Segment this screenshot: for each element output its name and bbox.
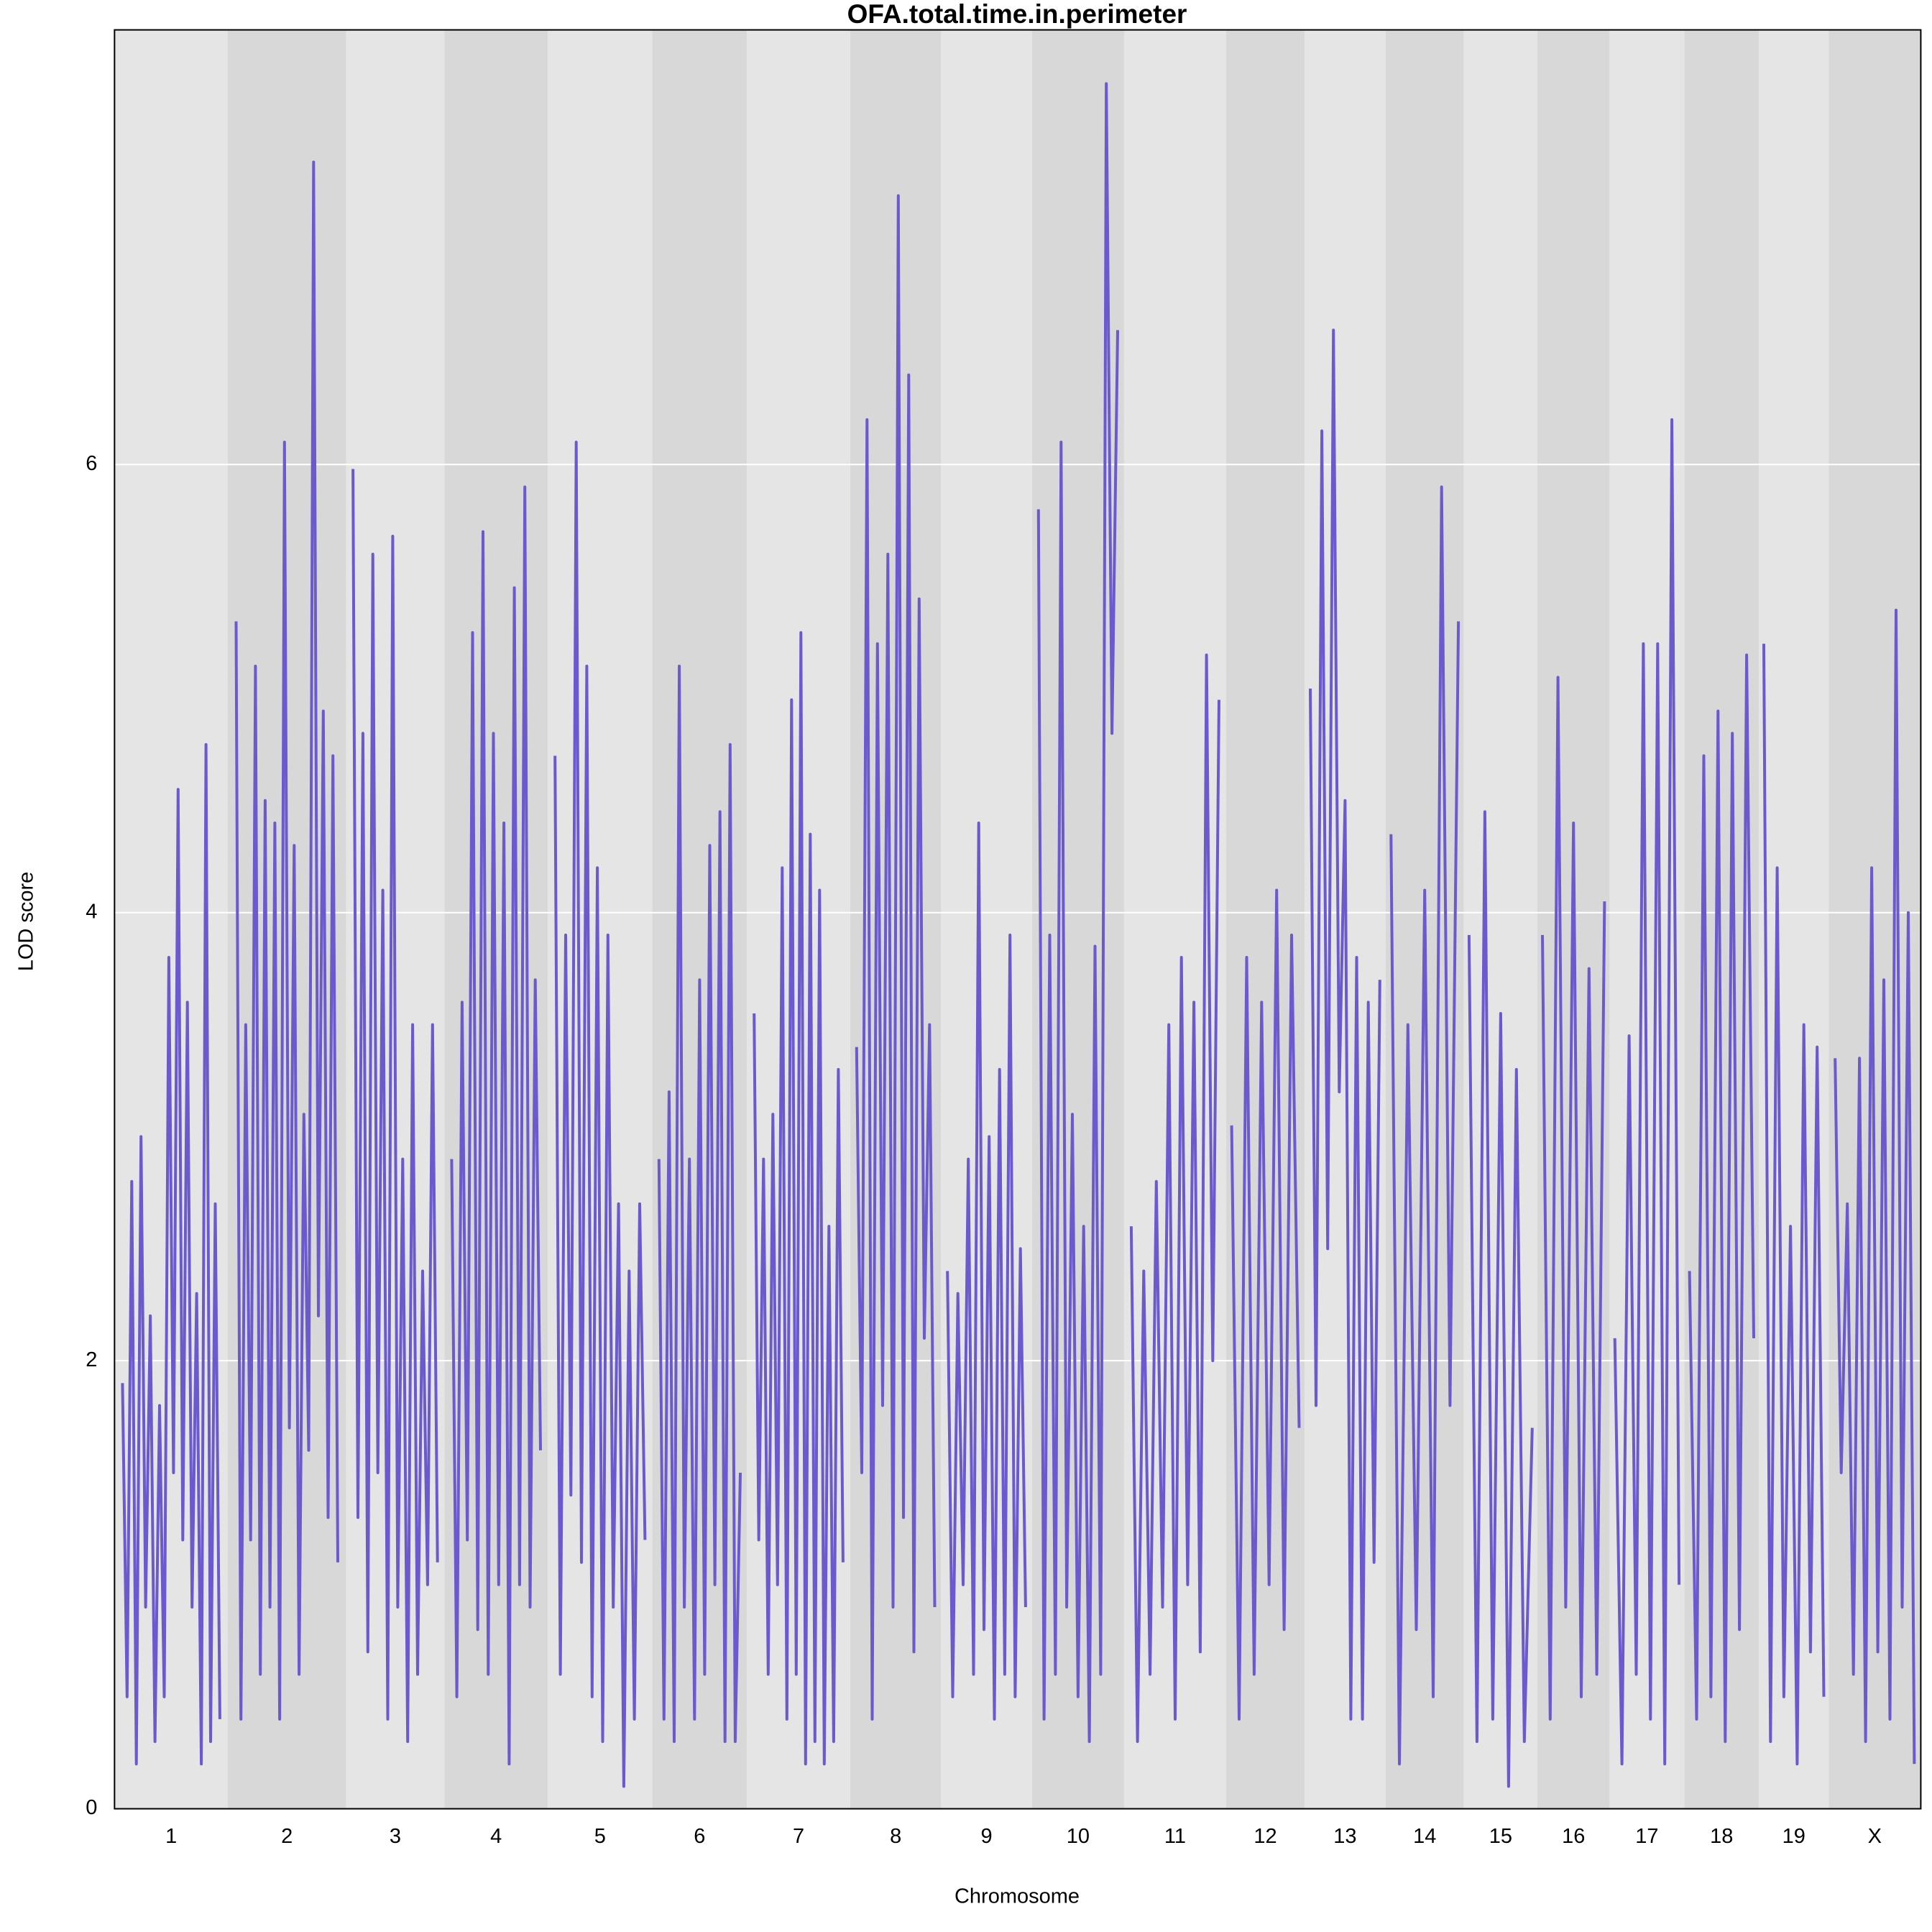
chromosome-band <box>1463 29 1537 1809</box>
lod-line <box>234 160 339 1721</box>
lod-line <box>1762 643 1826 1766</box>
y-tick-label: 0 <box>86 1796 97 1819</box>
x-tick-label: 3 <box>390 1825 401 1848</box>
x-tick-label: 8 <box>890 1825 901 1848</box>
x-tick-label: 6 <box>694 1825 705 1848</box>
lod-line <box>855 194 937 1721</box>
y-tick-label: 2 <box>86 1348 97 1371</box>
lod-line <box>1613 418 1681 1766</box>
lod-line <box>1467 810 1534 1788</box>
lod-line <box>753 631 845 1766</box>
lod-line <box>1834 608 1916 1765</box>
x-tick-label: 2 <box>281 1825 293 1848</box>
lod-line <box>1129 653 1220 1743</box>
x-tick-label: 17 <box>1635 1825 1658 1848</box>
x-tick-label: 5 <box>594 1825 606 1848</box>
x-tick-label: 1 <box>165 1825 177 1848</box>
lod-line <box>1230 888 1301 1721</box>
lod-line <box>1541 676 1606 1721</box>
lod-line <box>1389 485 1460 1766</box>
x-tick-label: 7 <box>793 1825 804 1848</box>
lod-line <box>121 742 221 1766</box>
chart-title: OFA.total.time.in.perimeter <box>847 0 1187 29</box>
lod-line <box>553 441 647 1788</box>
plot-frame <box>114 29 1922 1810</box>
lod-line <box>1309 328 1381 1721</box>
chromosome-band <box>1684 29 1760 1809</box>
x-tick-label: 9 <box>981 1825 993 1848</box>
lod-line <box>351 469 439 1743</box>
lod-line <box>1036 82 1119 1743</box>
y-axis-label: LOD score <box>15 872 38 972</box>
lod-line <box>450 485 542 1766</box>
x-tick-label: 10 <box>1067 1825 1090 1848</box>
x-tick-label: 19 <box>1782 1825 1806 1848</box>
chromosome-band <box>1609 29 1685 1809</box>
lod-line <box>1688 653 1755 1743</box>
x-tick-label: 15 <box>1489 1825 1512 1848</box>
x-tick-label: 4 <box>490 1825 502 1848</box>
chromosome-band <box>444 29 548 1809</box>
x-tick-label: 12 <box>1254 1825 1276 1848</box>
x-tick-label: 13 <box>1333 1825 1356 1848</box>
x-tick-label: 14 <box>1413 1825 1436 1848</box>
lod-line <box>657 664 742 1743</box>
x-tick-label: X <box>1868 1825 1882 1848</box>
y-tick-label: 4 <box>86 900 97 923</box>
x-tick-label: 16 <box>1562 1825 1585 1848</box>
x-axis-label: Chromosome <box>954 1885 1080 1908</box>
y-tick-label: 6 <box>86 452 97 475</box>
chromosome-band <box>1828 29 1921 1809</box>
x-tick-label: 18 <box>1710 1825 1733 1848</box>
lod-line <box>946 822 1027 1721</box>
x-tick-label: 11 <box>1164 1825 1186 1848</box>
chromosome-band <box>1225 29 1305 1809</box>
